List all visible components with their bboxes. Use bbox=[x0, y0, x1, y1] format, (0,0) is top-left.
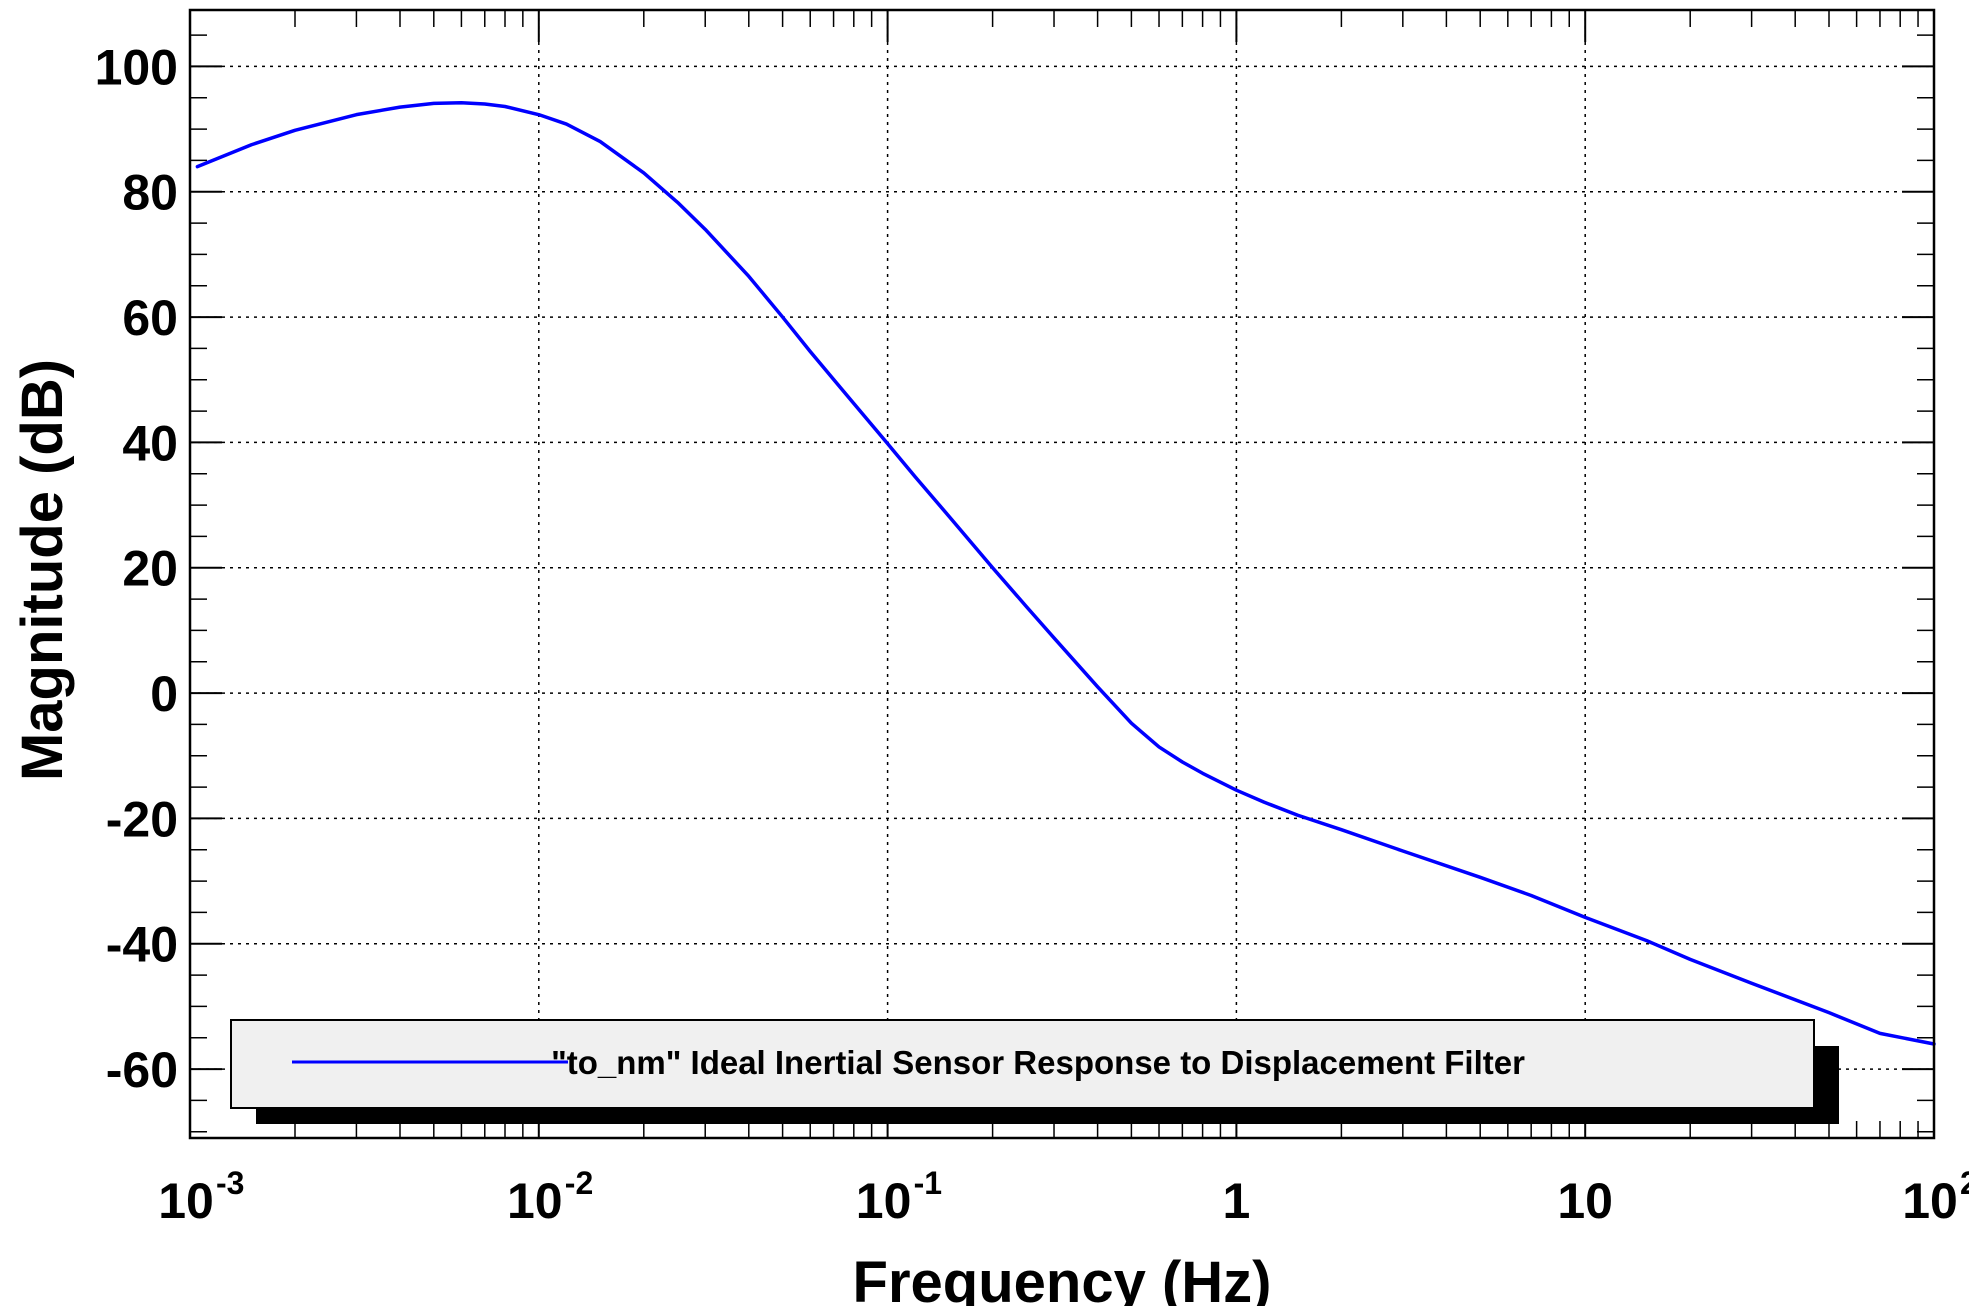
legend-entry-label: "to_nm" Ideal Inertial Sensor Response t… bbox=[551, 1044, 1525, 1081]
grid-lines bbox=[190, 10, 1934, 1138]
x-tick-label-base: 10 bbox=[158, 1173, 214, 1229]
legend: "to_nm" Ideal Inertial Sensor Response t… bbox=[230, 1019, 1839, 1124]
y-axis-title: Magnitude (dB) bbox=[10, 359, 75, 781]
y-tick-label: -20 bbox=[106, 791, 178, 847]
series-line bbox=[195, 101, 1936, 1046]
legend-box bbox=[230, 1019, 1815, 1109]
x-axis-title: Frequency (Hz) bbox=[853, 1250, 1272, 1306]
x-tick-label-exponent: -3 bbox=[216, 1165, 244, 1201]
x-tick-label-base: 10 bbox=[856, 1173, 912, 1229]
y-tick-label: 0 bbox=[150, 666, 178, 722]
x-tick-label-base: 10 bbox=[507, 1173, 563, 1229]
x-tick-label: 1 bbox=[1222, 1173, 1250, 1229]
axis-ticks bbox=[189, 10, 1935, 1138]
y-tick-label: -60 bbox=[106, 1042, 178, 1098]
y-tick-label: 40 bbox=[122, 415, 178, 471]
y-tick-label: 20 bbox=[122, 541, 178, 597]
x-tick-label: 10 bbox=[1557, 1173, 1613, 1229]
plot-frame bbox=[188, 8, 1936, 1140]
y-tick-label: 100 bbox=[95, 39, 178, 95]
x-tick-label-base: 10 bbox=[1902, 1173, 1958, 1229]
x-tick-label-exponent: 2 bbox=[1960, 1165, 1969, 1201]
x-tick-label-exponent: -1 bbox=[914, 1165, 942, 1201]
x-tick-label-exponent: -2 bbox=[565, 1165, 593, 1201]
y-tick-label: 60 bbox=[122, 290, 178, 346]
series-layer bbox=[195, 101, 1936, 1046]
y-tick-label: 80 bbox=[122, 165, 178, 221]
y-tick-label: -40 bbox=[106, 917, 178, 973]
